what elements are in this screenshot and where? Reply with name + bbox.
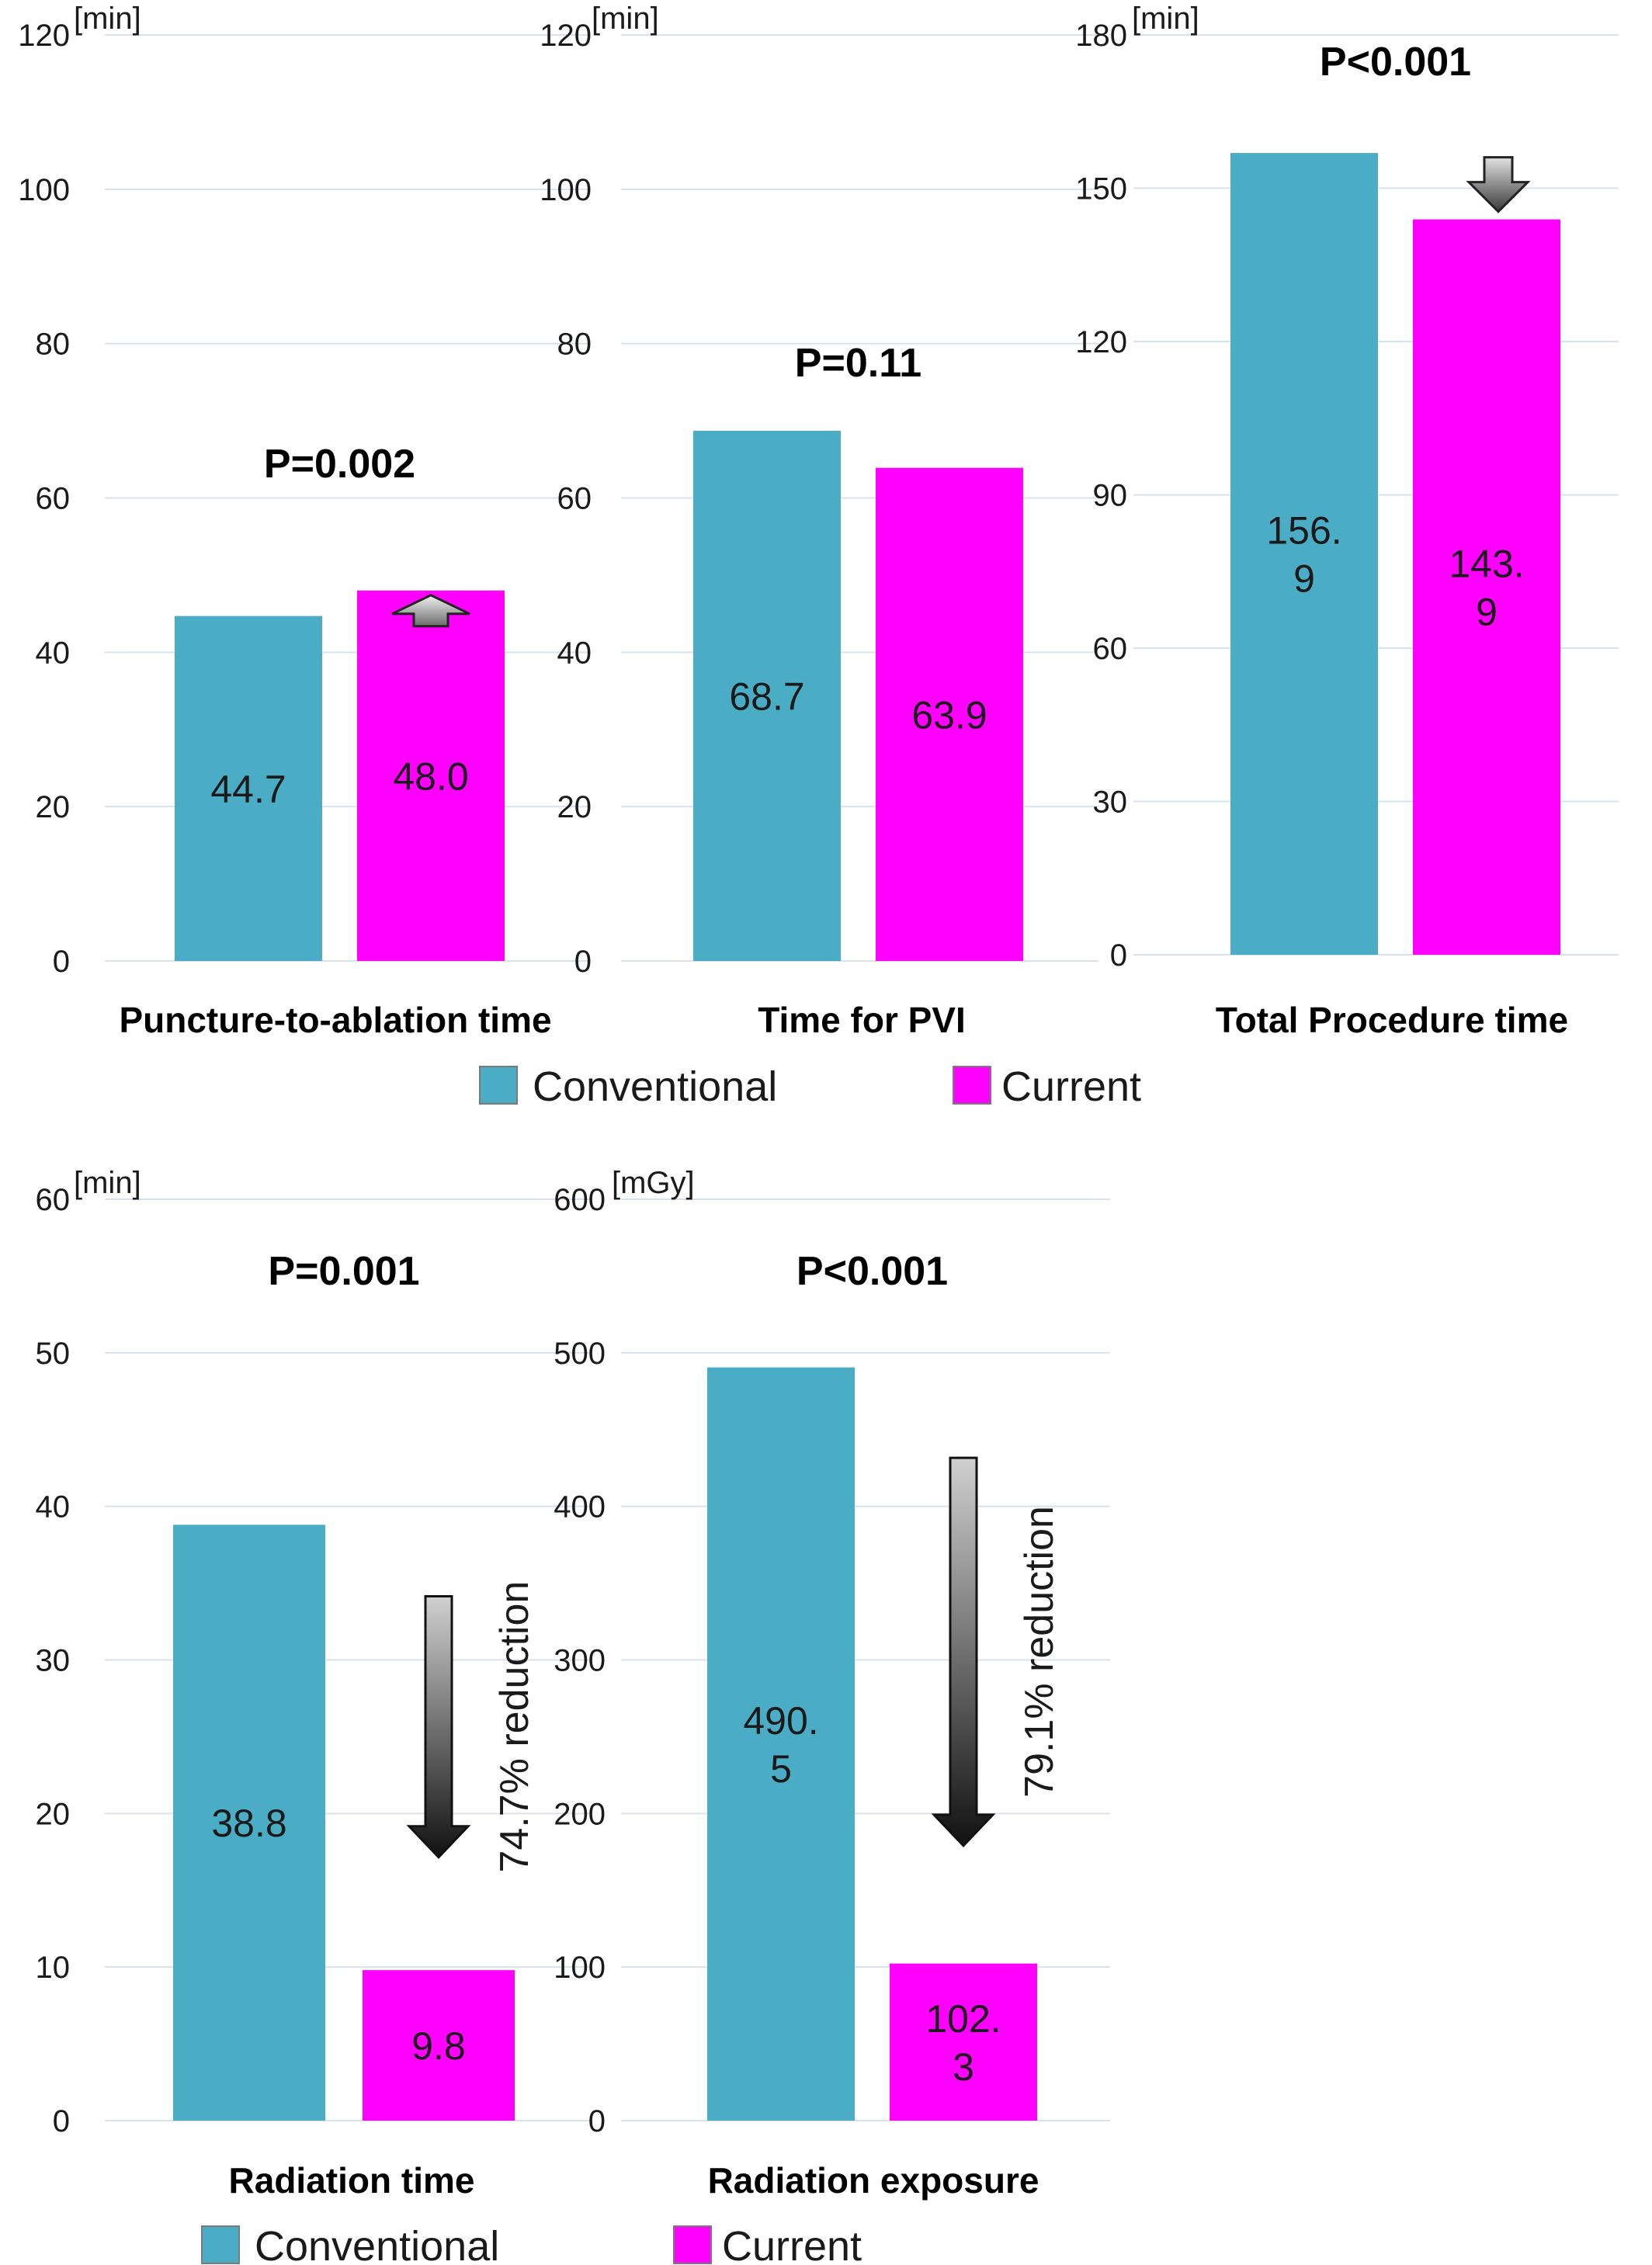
- y-tick-label: 150: [1075, 172, 1127, 206]
- bar-conventional: [1230, 153, 1378, 956]
- y-tick-label: 40: [36, 636, 71, 670]
- bar-value-label: 156. 9: [1266, 509, 1341, 601]
- bar-current: [357, 590, 505, 961]
- y-tick-label: 0: [53, 945, 70, 979]
- chart-4: 0 10 20 30 40 50 60 [min] P=0.001 38.8 9.8 Radiatio…: [36, 1166, 590, 2201]
- bar-current: [890, 1963, 1037, 2121]
- bar-current: [363, 1970, 515, 2121]
- y-tick-label: 60: [36, 482, 71, 516]
- y-unit-label: [mGy]: [612, 1166, 695, 1200]
- bar-value-label: 63.9: [911, 693, 987, 737]
- y-unit-label: [min]: [74, 2, 141, 36]
- y-tick-label: 80: [36, 328, 71, 362]
- bar-current: [876, 467, 1023, 961]
- chart-2: 0 20 40 60 80 100 120 [min] P=0.11 68.7 63.9 Time f…: [540, 2, 1098, 1040]
- y-tick-label: 60: [557, 482, 592, 516]
- y-tick-label: 50: [36, 1337, 71, 1371]
- y-tick-label: 0: [588, 2104, 606, 2138]
- y-tick-label: 100: [540, 173, 592, 207]
- chart-5: 0 100 200 300 400 500 600 [mGy] P<0.001 490. 5 102.…: [554, 1166, 1110, 2201]
- bar-conventional: [173, 1524, 325, 2121]
- bar-conventional: [707, 1367, 855, 2121]
- legend-swatch-current: [953, 1066, 991, 1105]
- y-tick-label: 40: [557, 636, 592, 670]
- x-axis-label: Time for PVI: [758, 1000, 966, 1040]
- chart-3: 0 30 60 90 120 150 180 [min] P<0.001 156. 9 143. 9 To…: [1075, 2, 1619, 1040]
- legend-swatch-conventional: [479, 1066, 518, 1105]
- x-axis-label: Total Procedure time: [1216, 1000, 1568, 1040]
- y-tick-label: 0: [574, 945, 592, 979]
- y-tick-label: 60: [36, 1183, 71, 1217]
- bar-conventional: [693, 431, 841, 961]
- y-tick-label: 20: [557, 790, 592, 824]
- y-tick-label: 30: [36, 1644, 71, 1678]
- bar-value-label: 38.8: [211, 1802, 286, 1845]
- y-tick-label: 120: [1075, 325, 1127, 359]
- y-tick-label: 20: [36, 1797, 71, 1831]
- y-unit-label: [min]: [1132, 2, 1199, 36]
- y-tick-label: 180: [1075, 19, 1127, 53]
- legend-1: Conventional Current: [479, 1063, 1141, 1110]
- y-tick-label: 300: [554, 1644, 606, 1678]
- x-axis-label: Radiation exposure: [708, 2160, 1039, 2201]
- y-tick-label: 0: [1110, 938, 1127, 973]
- y-tick-label: 60: [1093, 632, 1128, 666]
- legend-label-current: Current: [1001, 1063, 1141, 1110]
- y-unit-label: [min]: [592, 2, 659, 36]
- x-axis-label: Puncture-to-ablation time: [119, 1000, 551, 1040]
- p-value-annotation: P=0.002: [264, 442, 415, 487]
- bar-value-label: 44.7: [210, 768, 286, 811]
- legend-2: Conventional Current: [201, 2223, 862, 2265]
- bar-value-label: 490. 5: [743, 1699, 818, 1791]
- y-tick-label: 100: [18, 173, 70, 207]
- p-value-annotation: P=0.11: [795, 341, 921, 386]
- y-tick-label: 120: [540, 19, 592, 53]
- x-axis-label: Radiation time: [229, 2160, 475, 2201]
- legend-label-conventional: Conventional: [533, 1063, 777, 1110]
- y-tick-label: 20: [36, 790, 71, 824]
- p-value-annotation: P<0.001: [1320, 40, 1471, 85]
- bar-value-label: 48.0: [393, 754, 468, 798]
- bar-value-label: 102. 3: [925, 1997, 1001, 2089]
- legend-label-conventional: Conventional: [255, 2223, 499, 2265]
- y-tick-label: 90: [1093, 479, 1128, 513]
- reduction-label: 74.7% reduction: [492, 1581, 537, 1873]
- reduction-arrow-icon: [406, 1595, 471, 1859]
- bar-conventional: [175, 616, 322, 961]
- legend-layer: Conventional Current Conventional Current: [201, 1063, 1141, 2265]
- y-tick-label: 200: [554, 1797, 606, 1831]
- legend-swatch-current: [673, 2225, 712, 2264]
- legend-swatch-conventional: [201, 2225, 240, 2264]
- y-tick-label: 120: [18, 19, 70, 53]
- bar-current: [1413, 219, 1560, 955]
- y-tick-label: 500: [554, 1337, 606, 1371]
- reduction-arrow-icon: [931, 1456, 996, 1848]
- p-value-annotation: P=0.001: [268, 1249, 419, 1294]
- bar-value-label: 9.8: [411, 2024, 466, 2068]
- y-tick-label: 40: [36, 1490, 71, 1524]
- increase-arrow-icon: [391, 594, 470, 628]
- y-tick-label: 80: [557, 328, 592, 362]
- decrease-arrow-icon: [1466, 156, 1531, 213]
- legend-label-current: Current: [722, 2223, 862, 2265]
- y-tick-label: 100: [554, 1951, 606, 1985]
- y-tick-label: 10: [36, 1951, 71, 1985]
- p-value-annotation: P<0.001: [796, 1249, 948, 1294]
- y-unit-label: [min]: [74, 1166, 141, 1200]
- reduction-label: 79.1% reduction: [1017, 1506, 1062, 1798]
- y-tick-label: 400: [554, 1490, 606, 1524]
- y-tick-label: 600: [554, 1183, 606, 1217]
- bar-value-label: 143. 9: [1449, 542, 1524, 633]
- y-tick-label: 0: [53, 2104, 70, 2138]
- y-tick-label: 30: [1093, 786, 1128, 820]
- bar-value-label: 68.7: [729, 675, 804, 719]
